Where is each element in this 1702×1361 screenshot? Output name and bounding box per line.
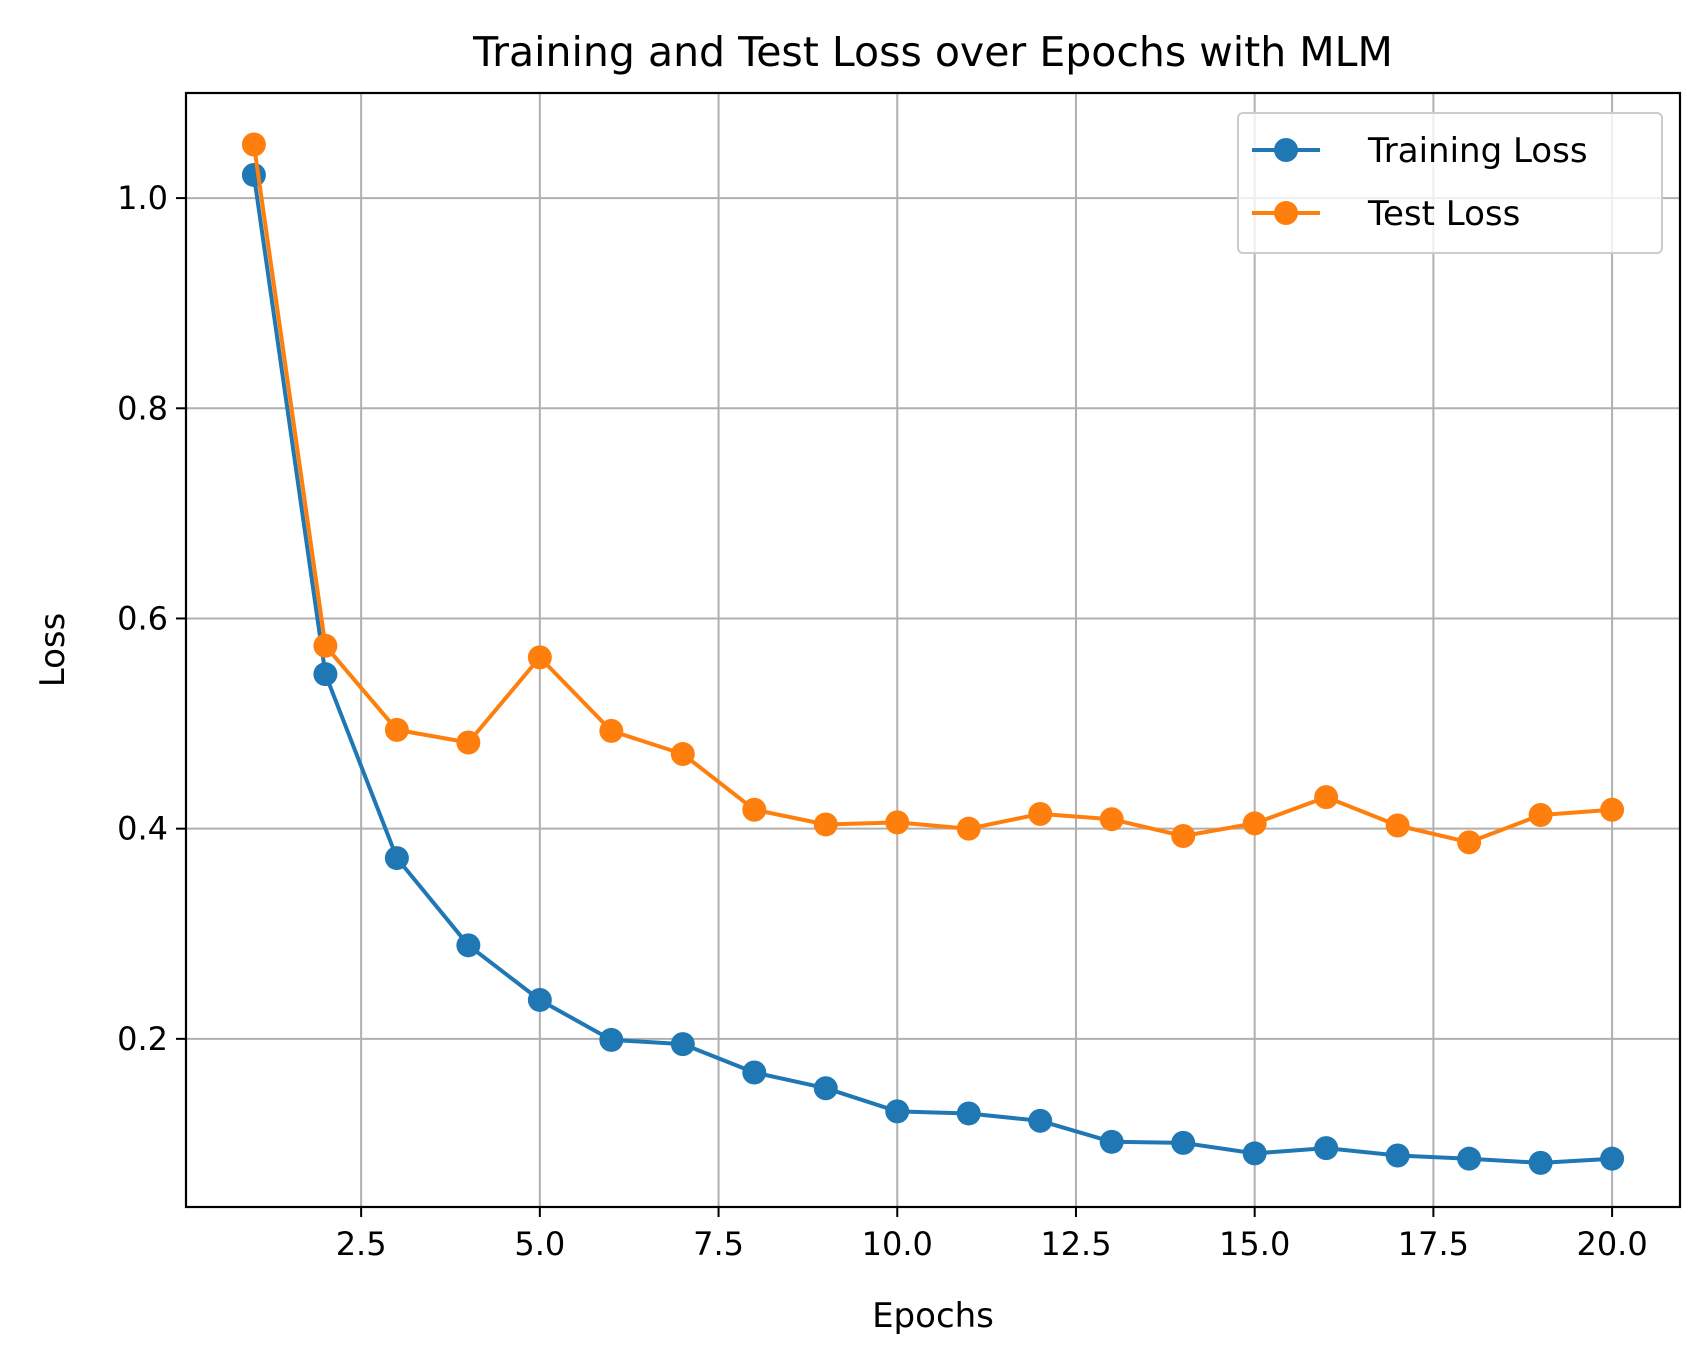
legend: Training Loss Test Loss bbox=[1237, 112, 1663, 254]
data-point bbox=[313, 633, 338, 658]
data-point bbox=[885, 1099, 910, 1124]
data-point bbox=[1457, 1146, 1482, 1171]
data-point bbox=[1242, 811, 1267, 836]
data-point bbox=[956, 1101, 981, 1126]
axis-ticks: 2.5 5.0 7.5 10.0 12.5 15.0 17.5 20.0 0.2 0.4 0.6 0.… bbox=[117, 179, 1648, 1263]
series-line bbox=[251, 144, 1613, 845]
data-point bbox=[670, 1032, 695, 1057]
data-point bbox=[384, 717, 409, 742]
data-point bbox=[1171, 1130, 1196, 1155]
series-line bbox=[251, 174, 1613, 1165]
data-point bbox=[1457, 830, 1482, 855]
data-point bbox=[599, 1027, 624, 1052]
x-tick-label: 20.0 bbox=[1576, 1225, 1647, 1263]
legend-label: Test Loss bbox=[1367, 194, 1520, 234]
y-tick-label: 0.2 bbox=[117, 1020, 168, 1058]
data-point bbox=[456, 933, 481, 958]
data-point bbox=[1099, 807, 1124, 832]
x-tick-label: 12.5 bbox=[1040, 1225, 1111, 1263]
y-tick-label: 1.0 bbox=[117, 179, 168, 217]
data-point bbox=[956, 816, 981, 841]
series-test-loss bbox=[241, 132, 1625, 855]
data-point bbox=[1600, 797, 1625, 822]
plot-frame bbox=[184, 91, 1682, 1209]
legend-swatch-marker bbox=[1274, 138, 1298, 162]
series-layer bbox=[241, 132, 1625, 1175]
data-point bbox=[1528, 802, 1553, 827]
data-point bbox=[813, 1076, 838, 1101]
data-point bbox=[456, 730, 481, 755]
data-point bbox=[1600, 1146, 1625, 1171]
data-point bbox=[670, 742, 695, 767]
x-tick-label: 15.0 bbox=[1219, 1225, 1290, 1263]
data-point bbox=[384, 846, 409, 871]
data-point bbox=[1314, 785, 1339, 810]
data-point bbox=[813, 812, 838, 837]
y-axis-label: Loss bbox=[33, 613, 73, 688]
data-point bbox=[742, 797, 767, 822]
data-point bbox=[527, 645, 552, 670]
x-tick-label: 5.0 bbox=[514, 1225, 565, 1263]
legend-swatch-marker bbox=[1274, 201, 1298, 225]
data-point bbox=[241, 162, 266, 187]
legend-items: Training Loss Test Loss bbox=[1252, 131, 1588, 234]
y-tick-label: 0.8 bbox=[117, 389, 168, 427]
data-point bbox=[1385, 1143, 1410, 1168]
data-point bbox=[1099, 1129, 1124, 1154]
data-point bbox=[1028, 801, 1053, 826]
data-point bbox=[599, 718, 624, 743]
data-point bbox=[241, 132, 266, 157]
legend-label: Training Loss bbox=[1367, 131, 1588, 171]
y-tick-label: 0.4 bbox=[117, 810, 168, 848]
x-tick-label: 7.5 bbox=[693, 1225, 744, 1263]
series-training-loss bbox=[241, 162, 1625, 1175]
legend-item: Training Loss bbox=[1252, 131, 1588, 171]
x-axis-label: Epochs bbox=[872, 1296, 994, 1336]
y-tick-label: 0.6 bbox=[117, 599, 168, 637]
data-point bbox=[1314, 1136, 1339, 1161]
data-point bbox=[1171, 824, 1196, 849]
chart-title: Training and Test Loss over Epochs with … bbox=[472, 28, 1393, 76]
x-tick-label: 2.5 bbox=[336, 1225, 387, 1263]
data-point bbox=[313, 662, 338, 687]
legend-item: Test Loss bbox=[1252, 194, 1520, 234]
data-point bbox=[1242, 1141, 1267, 1166]
data-point bbox=[1385, 813, 1410, 838]
x-tick-label: 17.5 bbox=[1398, 1225, 1469, 1263]
data-point bbox=[885, 810, 910, 835]
data-point bbox=[1528, 1150, 1553, 1175]
legend-box bbox=[1237, 112, 1663, 254]
x-tick-label: 10.0 bbox=[862, 1225, 933, 1263]
data-point bbox=[527, 987, 552, 1012]
data-point bbox=[1028, 1108, 1053, 1133]
data-point bbox=[742, 1060, 767, 1085]
